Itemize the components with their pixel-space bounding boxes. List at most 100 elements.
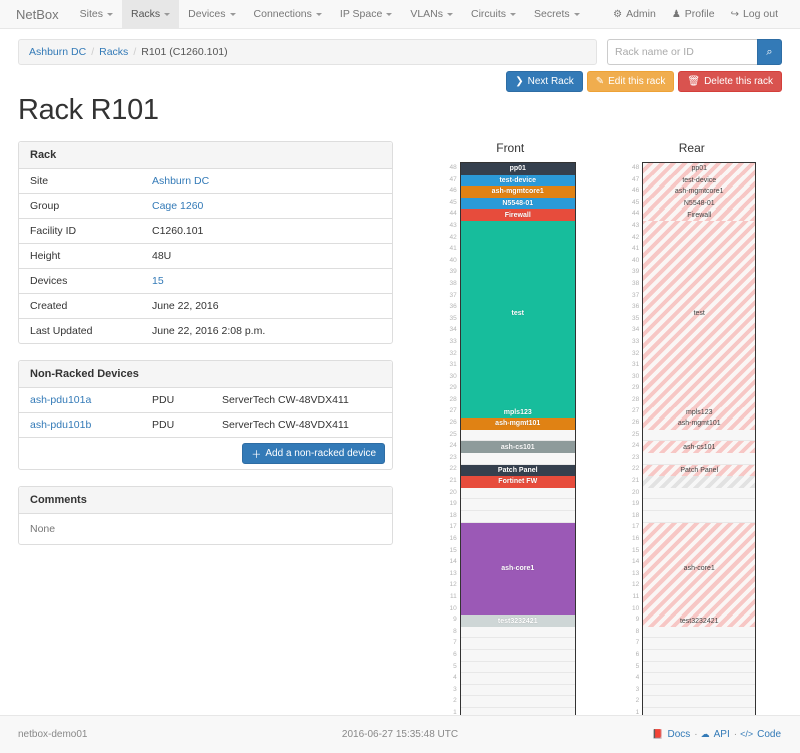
nav-item-devices[interactable]: Devices — [179, 0, 244, 28]
rack-unit-empty[interactable] — [643, 429, 756, 442]
nav-item-secrets[interactable]: Secrets — [525, 0, 589, 28]
rack-unit-empty[interactable] — [643, 650, 756, 662]
rack-unit-empty[interactable] — [460, 673, 575, 685]
edit-this-rack-button[interactable]: ✎ Edit this rack — [586, 71, 675, 92]
rack-unit-empty[interactable] — [643, 673, 756, 685]
rack-unit-device[interactable]: mpls123 — [643, 406, 756, 419]
rack-unit-device[interactable]: pp01 — [643, 163, 756, 175]
rack-unit-number: 10 — [449, 604, 457, 612]
rack-unit-device[interactable]: pp01 — [460, 163, 575, 175]
delete-this-rack-button[interactable]: 🗑 Delete this rack — [678, 71, 782, 92]
nav-item-racks[interactable]: Racks — [121, 0, 180, 28]
footer-link-code[interactable]: Code — [757, 729, 781, 740]
breadcrumb-item-0[interactable]: Ashburn DC — [29, 46, 87, 58]
rack-info-heading: Rack — [19, 142, 392, 169]
rack-unit-empty[interactable] — [643, 626, 756, 639]
rack-unit-empty[interactable] — [460, 487, 575, 500]
rack-info-value: 48U — [141, 243, 392, 269]
rack-unit-device[interactable] — [643, 476, 756, 488]
rack-unit-device[interactable]: test-device — [460, 174, 575, 187]
nav-item-connections[interactable]: Connections — [245, 0, 331, 28]
rack-unit-empty[interactable] — [643, 499, 756, 511]
front-unit-numbers: 48 47 46 45 44 43 42 41 40 39 38 37 36 35 34 33 32 31 30 29… — [445, 162, 460, 721]
rack-unit-device[interactable]: ash-mgmtcore1 — [643, 186, 756, 198]
rack-unit-device[interactable]: test3232421 — [460, 615, 575, 627]
rack-unit-device[interactable]: ash-mgmtcore1 — [460, 186, 575, 198]
rack-unit-device[interactable]: test — [643, 220, 756, 407]
breadcrumb-item-1[interactable]: Racks — [99, 46, 129, 58]
rack-info-link[interactable]: Cage 1260 — [152, 200, 204, 212]
chevron-down-icon — [510, 12, 517, 16]
rack-device-label: ash-cs101 — [683, 443, 716, 451]
rack-unit-number: 22 — [632, 465, 640, 473]
rack-unit-number: 26 — [632, 419, 640, 427]
rack-unit-empty[interactable] — [643, 510, 756, 523]
rack-unit-empty[interactable] — [643, 684, 756, 697]
rack-unit-device[interactable]: ash-mgmt101 — [460, 418, 575, 430]
rack-info-key: Group — [19, 193, 141, 219]
rack-unit-empty[interactable] — [460, 510, 575, 523]
rack-unit-empty[interactable] — [643, 638, 756, 651]
rack-unit-empty[interactable] — [460, 429, 575, 442]
rack-device-label: ash-mgmt101 — [495, 420, 541, 428]
device-link[interactable]: ash-pdu101b — [30, 419, 92, 431]
rack-unit-empty[interactable] — [460, 626, 575, 639]
footer-link-docs[interactable]: Docs — [667, 729, 691, 740]
rack-unit-device[interactable]: test-device — [643, 174, 756, 187]
nav-item-circuits[interactable]: Circuits — [462, 0, 525, 28]
rack-unit-device[interactable]: Patch Panel — [460, 464, 575, 477]
rack-unit-device[interactable]: ash-mgmt101 — [643, 418, 756, 430]
rack-unit-empty[interactable] — [460, 696, 575, 709]
brand-logo[interactable]: NetBox — [16, 6, 59, 22]
rack-device-label: Patch Panel — [497, 466, 538, 474]
rack-unit-device[interactable]: ash-cs101 — [460, 441, 575, 453]
rack-unit-empty[interactable] — [460, 684, 575, 697]
rack-unit-device[interactable]: ash-core1 — [643, 522, 756, 616]
rack-info-row: Facility ID C1260.101 — [19, 218, 392, 244]
rack-unit-device[interactable]: Firewall — [643, 209, 756, 221]
rack-info-link[interactable]: 15 — [152, 275, 164, 287]
nav-item-vlans[interactable]: VLANs — [401, 0, 462, 28]
rack-unit-empty[interactable] — [460, 452, 575, 465]
nav-item-profile[interactable]: ♟ Profile — [664, 0, 723, 28]
device-link[interactable]: ash-pdu101a — [30, 394, 92, 406]
rack-info-row: Group Cage 1260 — [19, 193, 392, 219]
rack-unit-number: 23 — [449, 453, 457, 461]
rack-unit-number: 3 — [635, 685, 640, 693]
rack-unit-empty[interactable] — [643, 661, 756, 674]
search-icon[interactable]: ⌕ — [757, 39, 782, 65]
rack-unit-device[interactable]: Fortinet FW — [460, 476, 575, 488]
footer-links: 📕 Docs · ☁ API · </> Code — [652, 729, 782, 740]
nav-item-admin[interactable]: ⚙ Admin — [605, 0, 664, 28]
add-non-racked-device-button[interactable]: ＋ Add a non-racked device — [242, 443, 385, 464]
rack-unit-number: 16 — [449, 535, 457, 542]
rack-unit-device[interactable]: mpls123 — [460, 406, 575, 419]
rack-info-key: Devices — [19, 268, 141, 294]
rack-unit-device[interactable]: ash-cs101 — [643, 441, 756, 453]
search-input[interactable] — [607, 39, 757, 65]
rack-unit-empty[interactable] — [460, 499, 575, 511]
rack-unit-device[interactable]: Patch Panel — [643, 464, 756, 477]
rack-unit-empty[interactable] — [460, 650, 575, 662]
rack-unit-device[interactable]: N5548-01 — [460, 197, 575, 210]
rack-unit-empty[interactable] — [460, 661, 575, 674]
rack-unit-number: 40 — [632, 256, 640, 264]
rack-info-value: Cage 1260 — [141, 193, 392, 219]
rack-unit-device[interactable]: test3232421 — [643, 615, 756, 627]
nav-item-log-out[interactable]: ↪ Log out — [723, 0, 786, 28]
rack-unit-empty[interactable] — [643, 452, 756, 465]
rack-unit-number: 21 — [449, 477, 457, 485]
rack-unit-empty[interactable] — [643, 487, 756, 500]
rack-info-table: Site Ashburn DC Group Cage 1260 Facility ID C… — [19, 169, 392, 343]
rack-info-link[interactable]: Ashburn DC — [152, 175, 210, 187]
next-rack-button[interactable]: ❯ Next Rack — [506, 71, 583, 92]
footer-link-api[interactable]: API — [713, 729, 730, 740]
nav-item-sites[interactable]: Sites — [71, 0, 122, 28]
rack-unit-device[interactable]: ash-core1 — [460, 522, 575, 616]
rack-unit-device[interactable]: N5548-01 — [643, 197, 756, 210]
rack-unit-device[interactable]: Firewall — [460, 209, 575, 221]
rack-unit-empty[interactable] — [460, 638, 575, 651]
rack-unit-empty[interactable] — [643, 696, 756, 709]
nav-item-ip-space[interactable]: IP Space — [331, 0, 401, 28]
rack-unit-device[interactable]: test — [460, 220, 575, 407]
